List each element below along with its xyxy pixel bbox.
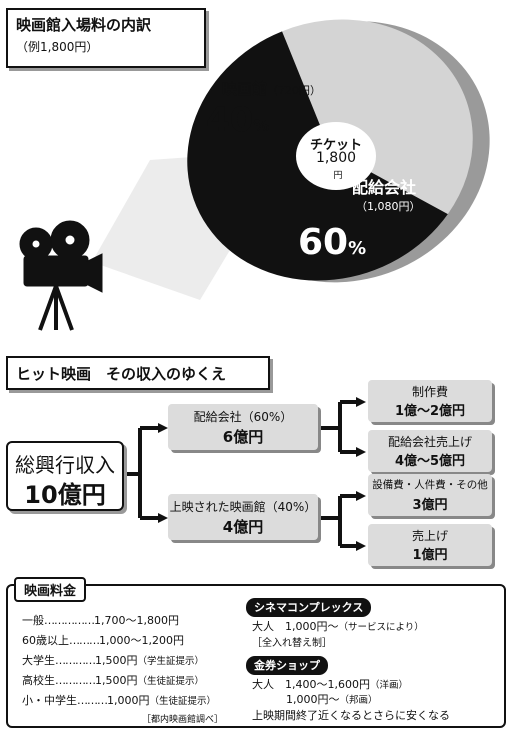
cinema-complex-line2: ［全入れ替え制］ — [252, 638, 332, 649]
ticket-shop-tag: 金券ショップ — [246, 656, 328, 675]
pie-slice-theater — [282, 19, 473, 215]
theater-sales-label: 売上げ — [411, 529, 448, 543]
theater-box: 上映された映画館（40%） 4億円 — [168, 494, 318, 540]
pie-title: 映画館入場料の内訳 — [16, 16, 152, 34]
cinema-complex-tag: シネマコンプレックス — [246, 598, 372, 617]
ticket-shop-price1: 大人 1,400～1,600円 — [252, 678, 370, 691]
distributor-box-value: 6億円 — [222, 428, 264, 446]
distributor-pct-value: 60 — [298, 222, 349, 263]
theater-percent: 40% — [206, 100, 269, 140]
price-row-note: （生徒証提示） — [137, 676, 205, 687]
dist-sales-label: 配給会社売上げ — [387, 435, 472, 449]
cinema-complex-line1: 大人 1,000円～（サービスにより） — [252, 618, 424, 634]
pie-title-box: 映画館入場料の内訳 （例1,800円） — [6, 8, 206, 68]
ticket-shop-price2: 1,000円～ — [286, 693, 340, 706]
price-row-dots: ……… — [77, 694, 108, 707]
distributor-percent: 60% — [298, 222, 366, 263]
price-row-dots: …………… — [44, 614, 95, 627]
price-row-price: 1,000円 — [107, 694, 150, 707]
price-source: ［都内映画館調べ］ — [142, 715, 224, 725]
price-row: 大学生…………1,500円（学生証提示） — [22, 652, 204, 668]
price-row-label: 小・中学生 — [22, 694, 77, 707]
price-row-note: （学生証提示） — [137, 656, 205, 667]
price-row-dots: ……… — [69, 634, 100, 647]
theater-pct-sign: % — [253, 116, 270, 135]
theater-label-text: 映画館 — [222, 80, 268, 98]
price-row: 一般……………1,700～1,800円 — [22, 612, 179, 628]
dist-sales-value: 4億～5億円 — [394, 454, 466, 469]
production-box: 制作費 1億～2億円 — [368, 380, 492, 422]
theater-pct-value: 40 — [206, 100, 254, 140]
flow-title-box: ヒット映画 その収入のゆくえ — [6, 356, 270, 390]
theater-box-label: 上映された映画館（40%） — [169, 500, 317, 514]
total-revenue-label: 総興行収入 — [15, 453, 115, 477]
price-row-dots: ………… — [55, 674, 96, 687]
price-row-dots: ………… — [55, 654, 96, 667]
equipment-label: 設備費・人件費・その他 — [372, 479, 488, 491]
pie-subtitle: （例1,800円） — [16, 40, 99, 54]
flow-connectors — [120, 397, 366, 551]
price-row-label: 高校生 — [22, 674, 55, 687]
theater-label: 映画館（720円） — [222, 78, 321, 99]
movie-projector-icon — [19, 220, 103, 331]
cinema-complex-price: 大人 1,000円～ — [252, 620, 339, 633]
cinema-complex-note: （サービスにより） — [338, 622, 424, 633]
theater-amount: （720円） — [267, 84, 322, 97]
ticket-shop-line1: 大人 1,400～1,600円（洋画） — [252, 676, 408, 692]
distributor-amount: （1,080円） — [356, 200, 421, 213]
theater-sales-box: 売上げ 1億円 — [368, 524, 492, 566]
ticket-center — [296, 122, 376, 190]
ticket-shop-note2: （邦画） — [339, 695, 378, 706]
price-row-label: 60歳以上 — [22, 634, 69, 647]
distributor-box: 配給会社（60%） 6億円 — [168, 404, 318, 450]
production-label: 制作費 — [411, 385, 448, 399]
price-row-price: 1,700～1,800円 — [94, 614, 179, 627]
pie-chart — [19, 19, 490, 331]
total-revenue-box: 総興行収入 10億円 — [6, 441, 124, 511]
equipment-box: 設備費・人件費・その他 3億円 — [368, 474, 492, 516]
total-revenue-value: 10億円 — [24, 481, 106, 509]
distributor-pct-sign: % — [348, 238, 367, 259]
theater-sales-value: 1億円 — [412, 548, 448, 563]
price-row: 小・中学生………1,000円（生徒証提示） — [22, 692, 216, 708]
equipment-value: 3億円 — [412, 498, 448, 513]
dist-sales-box: 配給会社売上げ 4億～5億円 — [368, 430, 492, 472]
production-value: 1億～2億円 — [394, 404, 466, 419]
price-row: 60歳以上………1,000～1,200円 — [22, 632, 184, 648]
ticket-unit: 円 — [333, 171, 343, 181]
price-row-label: 一般 — [22, 614, 44, 627]
ticket-shop-line3: 上映期間終了近くなるとさらに安くなる — [252, 709, 450, 722]
price-row-price: 1,500円 — [95, 654, 138, 667]
price-row-price: 1,500円 — [95, 674, 138, 687]
ticket-shop-line2: 1,000円～（邦画） — [286, 691, 378, 707]
price-table-title: 映画料金 — [14, 577, 87, 602]
price-row-price: 1,000～1,200円 — [99, 634, 184, 647]
price-row: 高校生…………1,500円（生徒証提示） — [22, 672, 204, 688]
theater-box-value: 4億円 — [222, 518, 264, 536]
flow-title: ヒット映画 その収入のゆくえ — [16, 365, 227, 383]
ticket-shop-note1: （洋画） — [369, 680, 408, 691]
price-row-label: 大学生 — [22, 654, 55, 667]
ticket-price: 1,800 — [315, 150, 357, 166]
ticket-label: チケット — [309, 138, 362, 153]
distributor-box-label: 配給会社（60%） — [193, 410, 293, 424]
distributor-label: 配給会社 — [352, 178, 417, 197]
price-row-note: （生徒証提示） — [149, 696, 217, 707]
